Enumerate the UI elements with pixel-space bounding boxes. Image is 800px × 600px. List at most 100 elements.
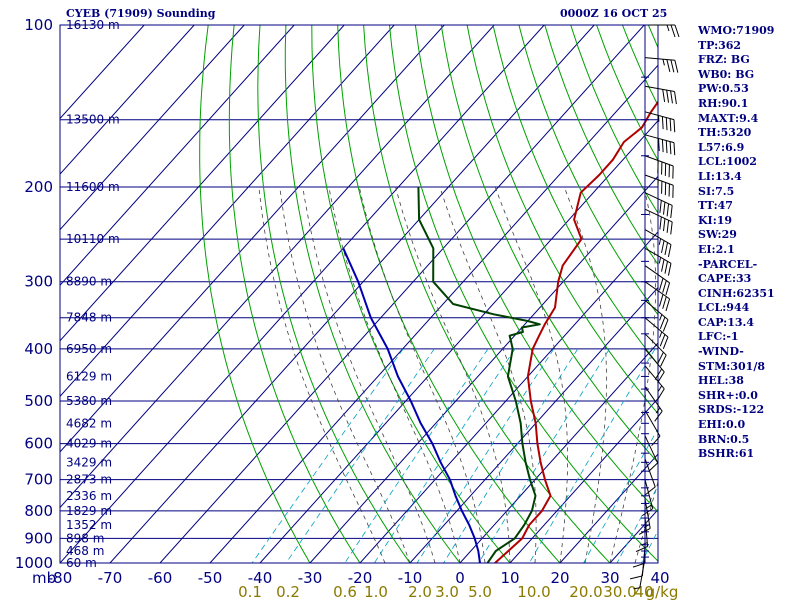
isotherm--50 [209,64,658,563]
barb-flag [669,118,672,132]
height-label-18: 60 m [66,556,97,570]
dry-adiabat-190 [778,25,800,563]
isotherm--160 [60,25,145,120]
wind-barb-19 [644,409,661,446]
x-tick--20: -20 [348,569,373,587]
wind-barb-24 [635,516,649,553]
isotherm--20 [359,231,658,563]
barb-staff [644,208,673,223]
y-tick-200: 200 [24,178,53,196]
wind-barb-18 [644,386,663,422]
x-tick--50: -50 [198,569,223,587]
moist-adiabat--5 [302,186,436,563]
index-item: TT:47 [698,199,733,213]
y-tick-900: 900 [24,529,53,547]
moist-adiabat--15 [258,186,386,563]
index-item: EHI:0.0 [698,418,746,432]
barb-staff [644,409,661,437]
barb-staff [644,479,654,509]
barb-flag [670,90,673,104]
isotherm-0 [459,342,658,563]
height-label-4: 8890 m [66,275,112,289]
isotherm--80 [60,25,545,563]
isotherm--140 [60,25,245,231]
index-item: EI:2.1 [698,242,735,256]
wind-barb-13 [644,300,669,332]
barb-half [646,504,653,509]
barb-flag [661,259,665,272]
barb-flag [629,575,643,580]
barb-half [659,314,663,321]
barb-flag [661,116,664,130]
isotherm-10 [509,397,658,563]
moist-adiabat-10 [395,186,511,563]
barb-flag [666,90,670,103]
isotherm--120 [60,25,345,342]
index-item: L57:6.9 [698,140,745,154]
barb-staff [644,365,665,390]
mix-label-7: 10.0 [517,583,550,600]
height-label-7: 6129 m [66,369,112,383]
barb-flag [670,221,673,235]
wind-barb-11 [644,265,671,296]
y-tick-100: 100 [24,16,53,34]
mix-label-8: 20.0 [569,583,602,600]
index-item: CINH:62351 [698,286,775,300]
barb-flag [665,282,671,296]
y-tick-700: 700 [24,471,53,489]
isotherm--10 [409,286,658,563]
height-label-9: 4682 m [66,416,112,430]
wind-barb-16 [644,348,665,383]
height-label-13: 2336 m [66,489,112,503]
height-label-8: 5380 m [66,394,112,408]
barb-staff [644,85,675,93]
y-tick-1000: 1000 [15,554,53,572]
index-item: CAP:13.4 [698,315,755,329]
dry-adiabat--20 [228,25,361,563]
mix-label-6: 5.0 [468,583,492,600]
height-label-5: 7848 m [66,311,112,325]
index-item: LCL:1002 [698,155,757,169]
wind-barb-4 [644,134,676,156]
x-tick--10: -10 [398,569,423,587]
isotherm--130 [60,25,295,286]
barb-flag [662,296,667,309]
plot-frame [59,24,659,564]
barb-flag [665,117,668,131]
dry-adiabat-50 [414,25,658,513]
barb-flag [661,139,664,153]
wind-barb-5 [644,155,674,179]
mix-label-5: 3.0 [435,583,459,600]
index-item: TH:5320 [698,126,752,140]
mixing-ratio-0.6 [344,348,489,563]
barb-flag [662,218,666,232]
mixing-ratio-0.1 [251,348,404,563]
barb-staff [644,265,670,284]
index-item: BSHR:61 [698,447,755,461]
index-item: SI:7.5 [698,184,735,198]
barb-staff [644,333,667,356]
barb-flag [657,351,664,364]
barb-staff [644,134,675,144]
dry-adiabat-60 [440,25,658,464]
index-item: TP:362 [698,38,742,52]
mixing-ratio-40 [641,529,658,563]
x-tick-20: 20 [550,569,569,587]
barb-flag [660,354,667,367]
series-temperature [494,100,658,563]
barb-flag [664,261,669,274]
index-item: LFC:-1 [698,330,739,344]
barb-staff [644,435,659,464]
barb-flag [667,263,672,276]
barb-flag [659,200,662,213]
index-item: WMO:71909 [698,24,775,37]
x-tick-40: 40 [650,569,669,587]
profile-lines [342,100,658,563]
isotherm--30 [309,175,658,563]
barb-staff [644,229,672,245]
index-item: SHR+:0.0 [698,388,758,402]
series-parcel [342,247,481,563]
isotherm--150 [60,25,195,175]
mixing-ratio-2 [416,348,555,563]
